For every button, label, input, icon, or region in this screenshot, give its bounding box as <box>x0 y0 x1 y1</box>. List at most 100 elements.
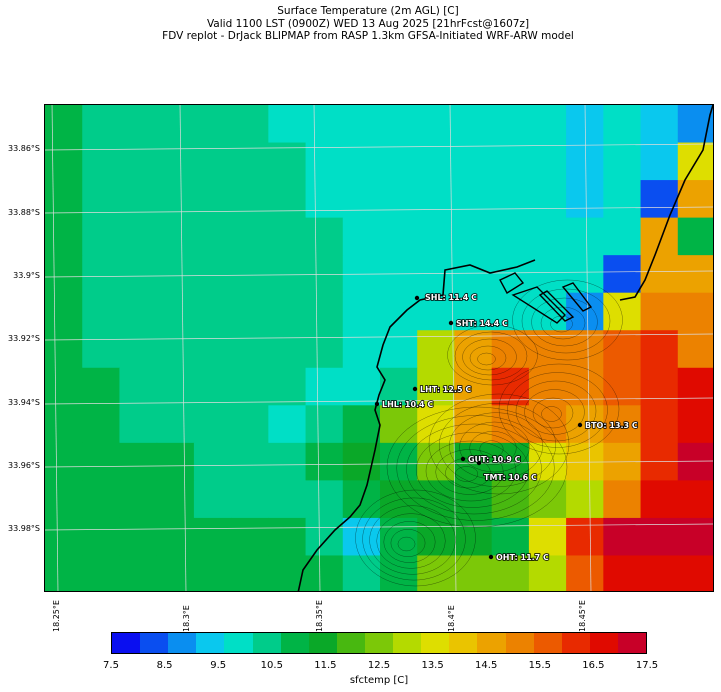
contour-line <box>550 315 573 333</box>
station-label: OHT: 11.7 C <box>496 553 549 562</box>
grid-cell <box>268 292 307 331</box>
meridian-line <box>51 105 59 591</box>
grid-cell <box>231 180 269 219</box>
station-dot[interactable] <box>374 401 380 407</box>
grid-cell <box>603 405 642 444</box>
colorbar-segment <box>112 633 141 653</box>
contour-line <box>531 297 598 347</box>
grid-cell <box>45 555 83 591</box>
station-dot[interactable] <box>488 554 494 560</box>
grid-cell <box>454 367 493 406</box>
station-dot[interactable] <box>460 456 466 462</box>
grid-cell <box>156 105 195 144</box>
grid-cell <box>119 367 158 406</box>
grid-cell <box>193 255 232 294</box>
grid-cell <box>305 142 344 181</box>
grid-cell <box>45 517 83 557</box>
grid-cell <box>156 255 195 294</box>
station-sht[interactable]: SHT: 14.4 C <box>448 318 509 329</box>
colorbar-segment <box>336 633 365 653</box>
grid-cell <box>491 555 530 591</box>
grid-cell <box>119 292 158 331</box>
y-tick-label: 33.92°S <box>8 334 40 343</box>
grid-cell <box>156 330 195 369</box>
grid-cell <box>305 405 344 444</box>
station-label: GUT: 10.9 C <box>468 455 521 464</box>
grid-cell <box>491 330 530 369</box>
grid-cell <box>82 105 121 144</box>
contour-line <box>355 489 476 587</box>
grid-cell <box>231 142 269 181</box>
contour-line <box>459 421 530 473</box>
station-lhl[interactable]: LHL: 10.4 C <box>374 399 434 410</box>
grid-cell <box>119 555 158 591</box>
station-dot[interactable] <box>577 422 583 428</box>
grid-cell <box>454 255 493 294</box>
grid-cell <box>342 292 381 331</box>
contour-line <box>524 389 585 435</box>
contour-line <box>435 449 504 495</box>
grid-cell <box>193 555 232 591</box>
contour-line <box>515 380 597 442</box>
map-panel[interactable]: SHL: 11.4 C SHT: 14.4 C LHT: 12.5 C LHL: 10… <box>44 104 714 592</box>
station-bto[interactable]: BTO: 13.3 C <box>577 420 639 431</box>
station-dot[interactable] <box>476 460 482 466</box>
station-dot[interactable] <box>412 386 418 392</box>
colorbar-tick-label: 7.5 <box>103 660 119 671</box>
contour-line <box>425 440 517 502</box>
grid-cell <box>380 217 418 256</box>
colorbar-tick-label: 15.5 <box>528 660 551 671</box>
grid-cell <box>566 180 604 219</box>
station-dot[interactable] <box>448 320 454 326</box>
grid-cell <box>305 367 344 406</box>
station-shl[interactable]: SHL: 11.4 C <box>414 292 478 303</box>
station-label: LHL: 10.4 C <box>382 400 433 409</box>
grid-cell <box>454 442 493 481</box>
temperature-map[interactable]: SHL: 11.4 C SHT: 14.4 C LHT: 12.5 C LHL: 10… <box>45 105 714 592</box>
grid-cell <box>156 292 195 331</box>
grid-cell <box>231 292 269 331</box>
station-lht[interactable]: LHT: 12.5 C <box>412 384 472 395</box>
contour-line <box>479 440 504 458</box>
colorbar-label: sfctemp [C] <box>349 675 409 686</box>
grid-cell <box>231 405 269 444</box>
station-markers: SHL: 11.4 C SHT: 14.4 C LHT: 12.5 C LHL: 10… <box>374 292 639 563</box>
contour-line <box>498 363 620 455</box>
station-oht[interactable]: OHT: 11.7 C <box>488 552 550 563</box>
colorbar-segment <box>533 633 562 653</box>
grid-cell <box>528 142 567 181</box>
grid-cell <box>342 555 381 591</box>
grid-cell <box>677 442 713 481</box>
grid-cell <box>677 517 713 557</box>
grid-cell <box>417 255 456 294</box>
station-tmt[interactable]: TMT: 10.6 C <box>476 460 538 483</box>
grid-cell <box>305 180 344 219</box>
grid-cell <box>454 217 493 256</box>
grid-cell <box>305 217 344 256</box>
y-tick-label: 33.98°S <box>8 524 40 533</box>
grid-cell <box>156 517 195 557</box>
grid-cell <box>119 217 158 256</box>
station-gut[interactable]: GUT: 10.9 C <box>460 454 521 465</box>
grid-cell <box>45 105 83 144</box>
colorbar-segment <box>308 633 337 653</box>
grid-cell <box>528 517 567 557</box>
station-dot[interactable] <box>414 295 420 301</box>
colorbar-segment <box>449 633 478 653</box>
grid-cell <box>640 105 679 144</box>
colorbar-segment <box>561 633 590 653</box>
grid-cell <box>454 292 493 331</box>
grid-cell <box>82 555 121 591</box>
contour-line <box>445 457 491 489</box>
grid-cell <box>380 105 418 144</box>
grid-cell <box>193 367 232 406</box>
grid-cell <box>603 555 642 591</box>
grid-cell <box>566 330 604 369</box>
grid-cell <box>231 330 269 369</box>
x-tick-label: 18.25°E <box>52 600 61 632</box>
contour-line <box>541 406 562 422</box>
grid-cell <box>640 330 679 369</box>
x-tick-label: 18.35°E <box>315 600 324 632</box>
grid-cell <box>640 292 679 331</box>
colorbar-tick-label: 9.5 <box>210 660 227 671</box>
